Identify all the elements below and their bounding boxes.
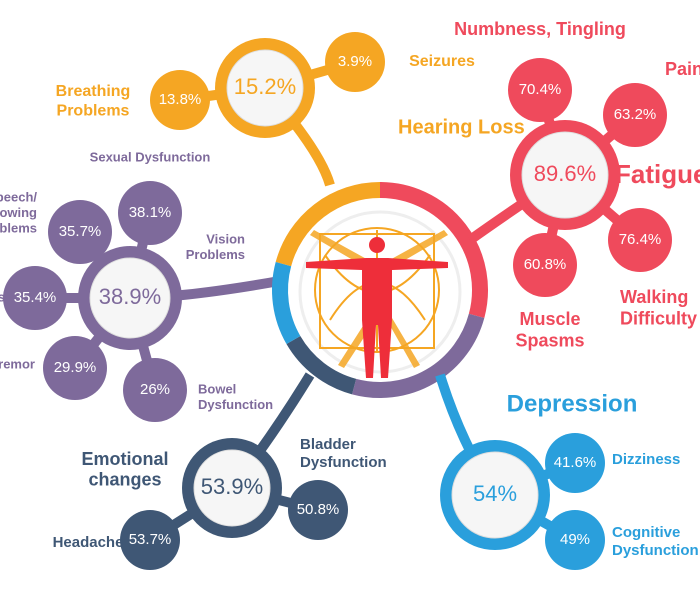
figure — [306, 237, 448, 378]
symptom-value: 60.8% — [524, 256, 567, 273]
symptom-bubble — [325, 32, 385, 92]
ring-segment — [272, 262, 301, 344]
symptom-value: 53.7% — [129, 531, 172, 548]
symptom-label: Dysfunction — [612, 542, 699, 559]
symptom-label: Seizures — [409, 53, 475, 70]
symptom-label: Speech/ — [0, 189, 37, 204]
symptom-value: 70.4% — [519, 81, 562, 98]
cluster-title: changes — [88, 469, 161, 489]
symptom-value: 38.1% — [129, 204, 172, 221]
symptom-bubble — [508, 58, 572, 122]
symptom-value: 29.9% — [54, 359, 97, 376]
main-bubble-inner — [521, 131, 609, 219]
symptom-label: Swallowing — [0, 205, 37, 220]
symptom-label: Vision — [206, 231, 245, 246]
ring-segment — [286, 335, 357, 395]
cluster-title: Fatigue — [615, 159, 700, 189]
cluster-title: Hearing Loss — [398, 116, 525, 138]
center-rim — [298, 210, 462, 374]
symptom-value: 76.4% — [619, 231, 662, 248]
symptom-bubble — [123, 358, 187, 422]
symptom-label: Weakness — [0, 289, 5, 304]
main-value: 53.9% — [201, 474, 263, 499]
symptom-bubble — [150, 70, 210, 130]
symptom-label: Headache — [53, 534, 124, 551]
main-bubble-inner — [226, 49, 304, 127]
symptom-bubble — [3, 266, 67, 330]
main-value: 15.2% — [234, 74, 296, 99]
main-bubble-inner — [89, 257, 171, 339]
symptom-label: Spasms — [515, 330, 584, 350]
symptom-label: Dizziness — [612, 451, 680, 468]
ring-segment — [379, 182, 488, 318]
center-figure — [294, 206, 466, 378]
main-value: 54% — [473, 481, 517, 506]
cluster-title: Sexual Dysfunction — [90, 149, 211, 164]
symptom-bubble — [120, 510, 180, 570]
cluster-title: Emotional — [81, 449, 168, 469]
symptom-bubble — [288, 480, 348, 540]
main-bubble-inner — [193, 449, 271, 527]
symptom-value: 26% — [140, 381, 170, 398]
symptom-value: 63.2% — [614, 106, 657, 123]
symptom-label: Tremor — [0, 356, 35, 371]
symptom-value: 49% — [560, 531, 590, 548]
symptom-value: 3.9% — [338, 53, 372, 70]
symptom-label: Difficulty — [620, 308, 697, 328]
symptom-label: Problems — [0, 221, 37, 236]
symptom-label: Dysfunction — [300, 454, 387, 471]
symptom-bubble — [545, 433, 605, 493]
symptom-bubble — [608, 208, 672, 272]
symptom-label: Breathing — [56, 83, 131, 100]
symptom-label: Numbness, Tingling — [454, 19, 626, 39]
main-bubble-inner — [451, 451, 539, 539]
symptom-value: 50.8% — [297, 501, 340, 518]
symptom-label: Bowel — [198, 381, 236, 396]
symptom-value: 13.8% — [159, 91, 202, 108]
ring-segment — [275, 182, 381, 267]
symptom-value: 35.4% — [14, 289, 57, 306]
symptom-label: Pain — [665, 59, 700, 79]
symptom-label: Muscle — [519, 309, 580, 329]
symptom-bubble — [513, 233, 577, 297]
symptom-bubble — [48, 200, 112, 264]
symptom-value: 41.6% — [554, 454, 597, 471]
symptom-label: Walking — [620, 287, 688, 307]
main-value: 89.6% — [534, 161, 596, 186]
symptom-label: Problems — [57, 102, 130, 119]
main-value: 38.9% — [99, 284, 161, 309]
symptom-bubble — [118, 181, 182, 245]
symptom-label: Cognitive — [612, 524, 680, 541]
ring-segment — [352, 313, 485, 398]
symptom-label: Problems — [186, 247, 245, 262]
cluster-title: Depression — [507, 390, 638, 417]
symptom-bubble — [43, 336, 107, 400]
symptom-value: 35.7% — [59, 223, 102, 240]
symptom-bubble — [603, 83, 667, 147]
symptom-label: Bladder — [300, 436, 356, 453]
symptom-label: Dysfunction — [198, 397, 273, 412]
symptom-bubble — [545, 510, 605, 570]
